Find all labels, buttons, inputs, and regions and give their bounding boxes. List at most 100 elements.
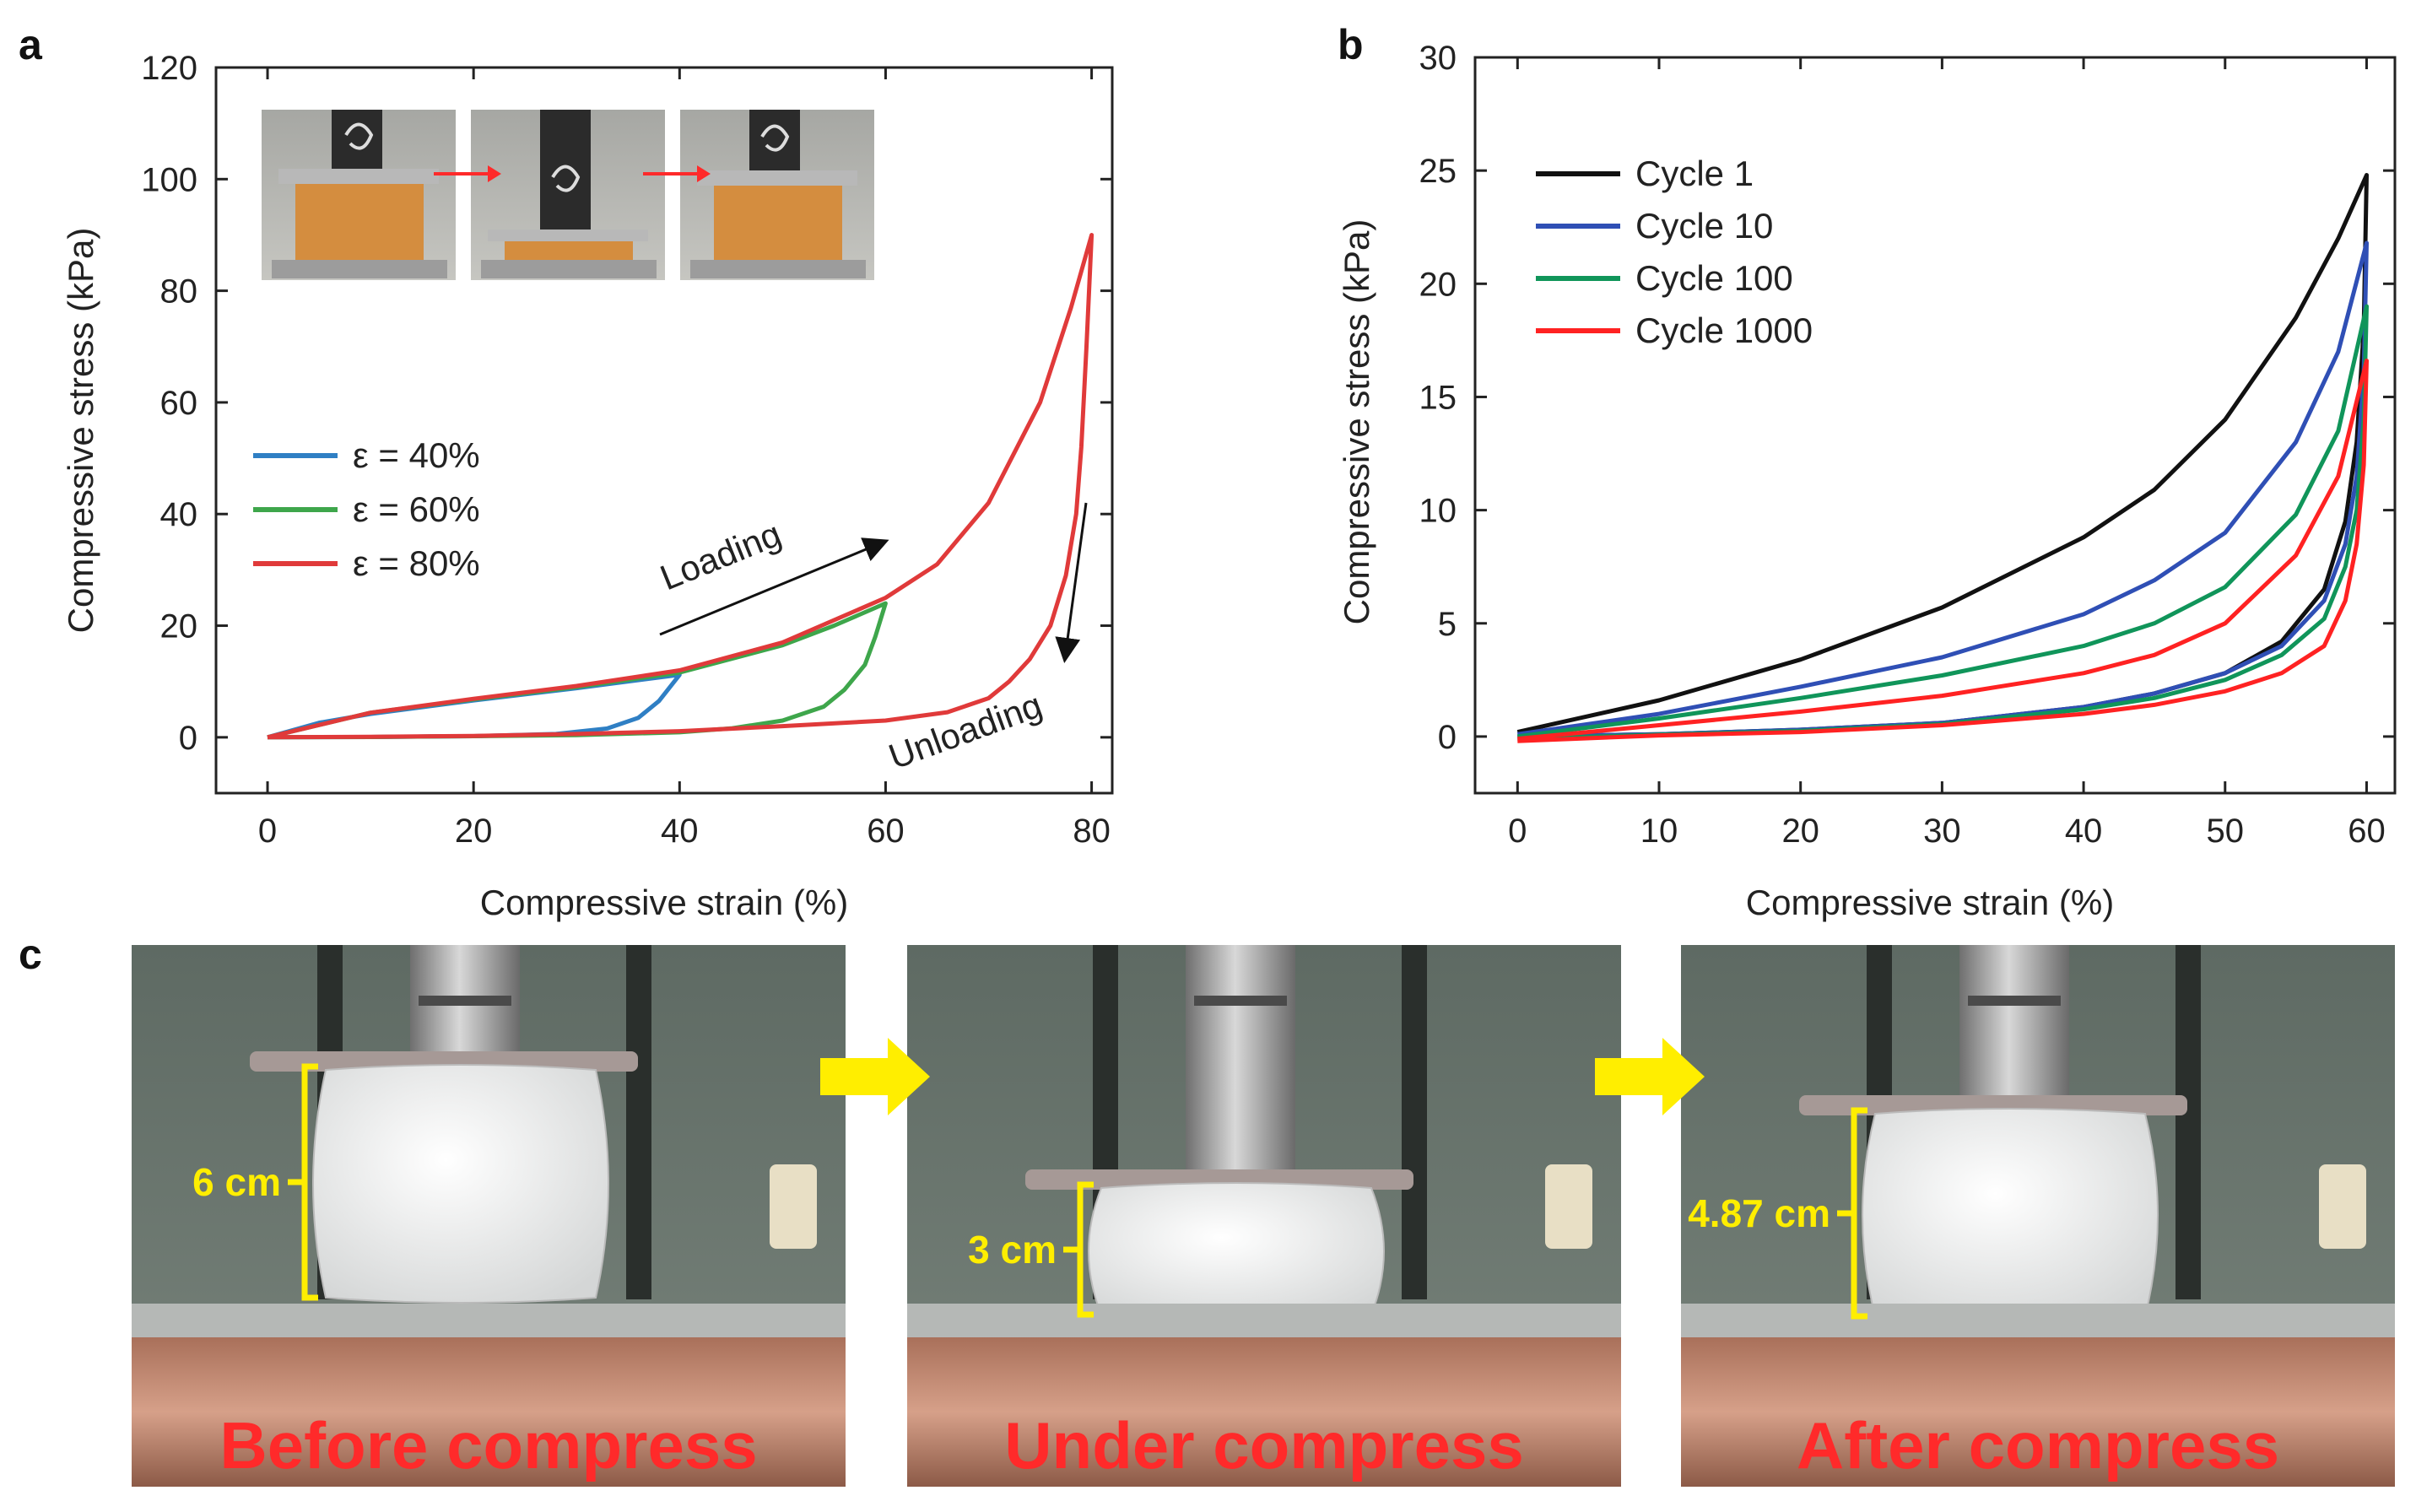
x-tick-label: 40: [661, 813, 699, 850]
photo-copper-base: [907, 1337, 1621, 1487]
photo-foam-sample: [312, 1064, 609, 1304]
chart-b-ylabel: Compressive stress (kPa): [1337, 219, 1376, 625]
x-tick-label: 60: [2348, 813, 2386, 850]
y-tick-label: 20: [160, 608, 198, 645]
photo-caption: Under compress: [1004, 1408, 1524, 1482]
photo-rail: [1402, 945, 1427, 1299]
chart-b-ticks: 0 10 20 30 40 50 60 0 5 10 15 20 25 30: [1419, 40, 2395, 850]
legend-label-4: Cycle 1000: [1635, 310, 1813, 350]
loading-label: Loading: [655, 514, 786, 598]
chart-b-legend: Cycle 1 Cycle 10 Cycle 100 Cycle 1000: [1536, 154, 1813, 350]
y-tick-label: 15: [1419, 379, 1457, 416]
photo-piston: [1959, 945, 2069, 1095]
height-bracket: [1063, 1181, 1094, 1318]
legend-label-3: Cycle 100: [1635, 258, 1793, 298]
height-label: 6 cm: [192, 1160, 281, 1204]
y-tick-label: 10: [1419, 493, 1457, 530]
legend-label-3: ε = 80%: [353, 543, 480, 583]
yellow-arrow-2: [1595, 1038, 1705, 1115]
height-bracket: [288, 1063, 318, 1301]
series-line-1: [267, 672, 682, 740]
inset-arrow-1-head: [488, 165, 501, 182]
inset-arrow-2-head: [697, 165, 711, 182]
photo-rail: [2175, 945, 2201, 1299]
chart-a-xlabel: Compressive strain (%): [480, 883, 848, 922]
x-tick-label: 30: [1923, 813, 1961, 850]
photo-before: 6 cm Before compress: [132, 945, 846, 1487]
photo-caption: Before compress: [219, 1408, 757, 1482]
photo-base-plate: [907, 1304, 1621, 1337]
photo-pin: [1545, 1164, 1592, 1249]
series-line-3: [267, 233, 1094, 740]
x-tick-label: 40: [2065, 813, 2103, 850]
x-tick-label: 10: [1640, 813, 1678, 850]
photo-foam-sample: [1862, 1108, 2159, 1322]
legend-label-2: ε = 60%: [353, 489, 480, 529]
panel-b-letter: b: [1338, 21, 1364, 68]
y-tick-label: 60: [160, 385, 198, 422]
inset-photo-3: [680, 110, 874, 280]
photo-piston: [1186, 945, 1295, 1169]
y-tick-label: 30: [1419, 40, 1457, 77]
photo-piston-groove: [1968, 996, 2061, 1006]
inset-photos: [262, 110, 874, 280]
y-tick-label: 0: [179, 720, 197, 757]
y-tick-label: 100: [141, 161, 197, 198]
height-label: 4.87 cm: [1688, 1191, 1830, 1235]
x-tick-label: 20: [455, 813, 493, 850]
x-tick-label: 0: [258, 813, 277, 850]
y-tick-label: 5: [1438, 606, 1457, 643]
x-tick-label: 50: [2207, 813, 2245, 850]
y-tick-label: 0: [1438, 719, 1457, 756]
x-tick-label: 0: [1508, 813, 1527, 850]
legend-label-1: ε = 40%: [353, 435, 480, 475]
y-tick-label: 20: [1419, 266, 1457, 303]
photo-strip: 6 cm Before compress 3 cm Under compress 4.8…: [132, 945, 2395, 1487]
height-bracket: [1837, 1107, 1867, 1320]
chart-b-frame: [1473, 56, 2397, 795]
inset-photo-1: [262, 110, 456, 280]
photo-pin: [2319, 1164, 2366, 1249]
y-tick-label: 80: [160, 273, 198, 310]
y-tick-label: 40: [160, 496, 198, 533]
photo-copper-base: [132, 1337, 846, 1487]
chart-a: 0 20 40 60 80 0 20 40 60 80 100 120: [61, 50, 1114, 922]
photo-piston-groove: [419, 996, 511, 1006]
yellow-arrow-1: [820, 1038, 930, 1115]
panel-c-letter: c: [19, 931, 42, 978]
chart-a-lines: [267, 233, 1094, 740]
photo-foam-sample: [1088, 1182, 1385, 1320]
height-label: 3 cm: [968, 1228, 1057, 1272]
y-tick-label: 120: [141, 50, 197, 87]
photo-rail: [626, 945, 651, 1299]
loading-arrow: [659, 537, 889, 636]
series-line-3: [1516, 304, 2369, 742]
photo-base-plate: [132, 1304, 846, 1337]
photo-piston-groove: [1194, 996, 1287, 1006]
x-tick-label: 20: [1781, 813, 1819, 850]
chart-a-ylabel: Compressive stress (kPa): [61, 228, 100, 634]
chart-b-lines: [1516, 173, 2369, 743]
chart-b-xlabel: Compressive strain (%): [1746, 883, 2114, 922]
series-line-4: [1517, 359, 2369, 743]
photo-base-plate: [1681, 1304, 2395, 1337]
photo-after: 4.87 cm After compress: [1681, 945, 2395, 1487]
chart-a-ticks: 0 20 40 60 80 0 20 40 60 80 100 120: [141, 50, 1112, 850]
y-tick-label: 25: [1419, 153, 1457, 190]
legend-label-1: Cycle 1: [1635, 154, 1754, 193]
panel-a-letter: a: [19, 21, 43, 68]
chart-a-frame: [214, 66, 1114, 795]
legend-label-2: Cycle 10: [1635, 206, 1773, 246]
photo-copper-base: [1681, 1337, 2395, 1487]
x-tick-label: 60: [867, 813, 905, 850]
x-tick-label: 80: [1073, 813, 1111, 850]
photo-under: 3 cm Under compress: [907, 945, 1621, 1487]
inset-photo-2: [471, 110, 665, 280]
unloading-label: Unloading: [884, 685, 1047, 777]
photo-caption: After compress: [1797, 1408, 2279, 1482]
photo-pin: [770, 1164, 817, 1249]
chart-a-legend: ε = 40% ε = 60% ε = 80%: [253, 435, 480, 583]
unloading-arrow: [1055, 502, 1088, 663]
